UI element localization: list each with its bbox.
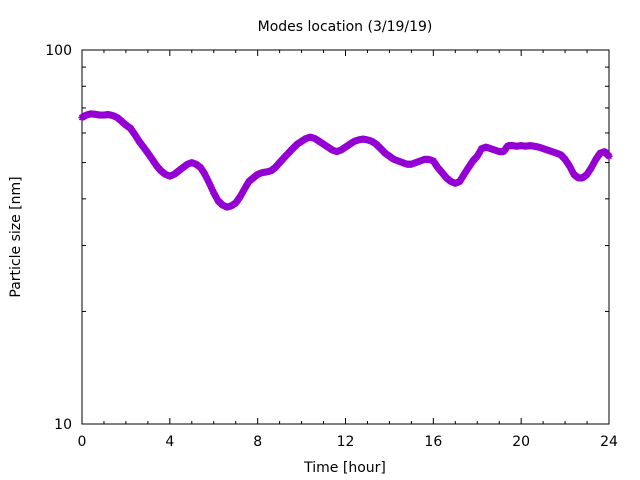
y-minor-ticks (82, 66, 609, 312)
data-points (78, 110, 613, 211)
x-tick-label: 0 (78, 434, 87, 450)
x-tick-label: 4 (165, 434, 174, 450)
plot-frame (81, 49, 610, 425)
y-tick-label: 100 (45, 43, 72, 59)
x-tick-label: 16 (424, 434, 442, 450)
data-point (605, 152, 613, 160)
x-tick-label: 24 (600, 434, 618, 450)
x-tick-label: 8 (253, 434, 262, 450)
x-ticks: 0 4 8 12 16 20 24 (78, 50, 618, 450)
x-tick-label: 20 (512, 434, 530, 450)
y-axis-title: Particle size [nm] (8, 176, 24, 297)
x-axis-title: Time [hour] (303, 460, 386, 476)
y-ticks: 10 100 (45, 43, 609, 433)
x-tick-label: 12 (337, 434, 355, 450)
chart-title: Modes location (3/19/19) (258, 19, 433, 35)
y-tick-label: 10 (54, 417, 72, 433)
